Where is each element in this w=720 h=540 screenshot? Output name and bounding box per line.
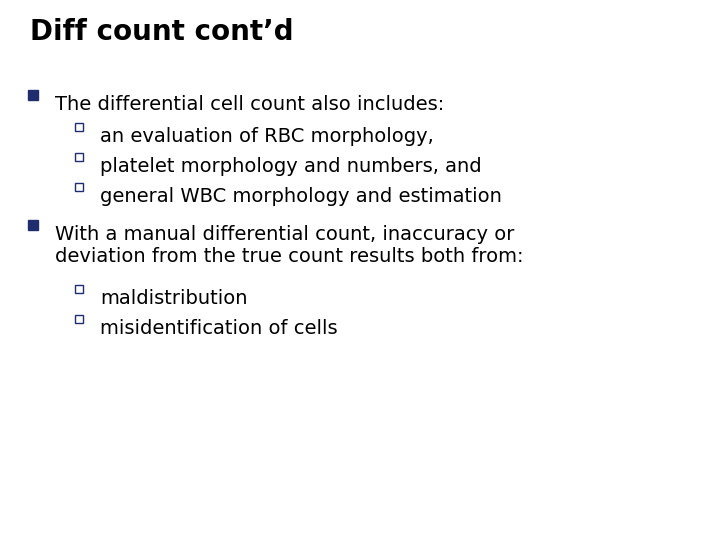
Text: misidentification of cells: misidentification of cells [100,319,338,338]
Text: maldistribution: maldistribution [100,289,248,308]
Text: The differential cell count also includes:: The differential cell count also include… [55,95,444,114]
Text: Diff count cont’d: Diff count cont’d [30,18,294,46]
Bar [75,153,83,161]
Text: an evaluation of RBC morphology,: an evaluation of RBC morphology, [100,127,433,146]
Bar [75,315,83,323]
Text: general WBC morphology and estimation: general WBC morphology and estimation [100,187,502,206]
Text: With a manual differential count, inaccuracy or
deviation from the true count re: With a manual differential count, inaccu… [55,225,523,266]
Text: platelet morphology and numbers, and: platelet morphology and numbers, and [100,157,482,176]
Bar [75,183,83,191]
Bar [28,220,38,230]
Bar [75,123,83,131]
Bar [75,285,83,293]
Bar [28,90,38,100]
